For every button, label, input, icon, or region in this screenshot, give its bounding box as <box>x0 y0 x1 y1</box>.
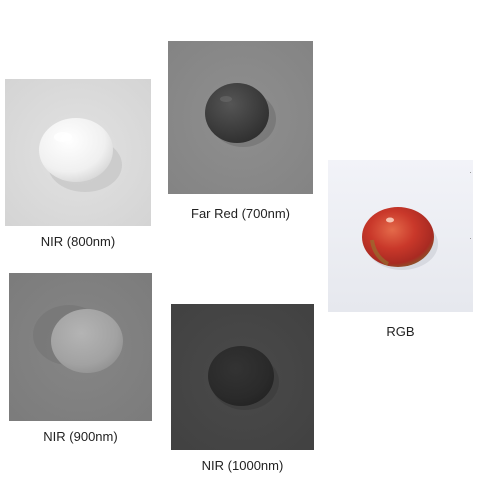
fruit-shape <box>51 309 123 373</box>
caption-nir-800nm: NIR (800nm) <box>40 234 116 249</box>
nir-1000nm-image <box>171 304 314 450</box>
rgb-image <box>328 160 473 312</box>
nir-900nm-photo <box>9 273 152 421</box>
fruit-shape <box>205 83 269 143</box>
stray-mark <box>470 238 471 239</box>
fruit-shape <box>362 207 434 267</box>
fruit-shape <box>208 346 274 406</box>
nir-800nm-image <box>5 79 151 226</box>
nir-800nm-photo <box>5 79 151 226</box>
caption-rgb: RGB <box>386 324 415 339</box>
caption-nir-900nm: NIR (900nm) <box>43 429 118 444</box>
rgb-photo <box>328 160 473 312</box>
nir-900nm-image <box>9 273 152 421</box>
caption-far-red-700nm: Far Red (700nm) <box>191 206 290 221</box>
nir-1000nm-photo <box>171 304 314 450</box>
stray-mark <box>470 172 471 173</box>
fruit-shape <box>39 118 113 182</box>
caption-nir-1000nm: NIR (1000nm) <box>201 458 284 473</box>
far-red-700nm-photo <box>168 41 313 194</box>
far-red-700nm-image <box>168 41 313 194</box>
